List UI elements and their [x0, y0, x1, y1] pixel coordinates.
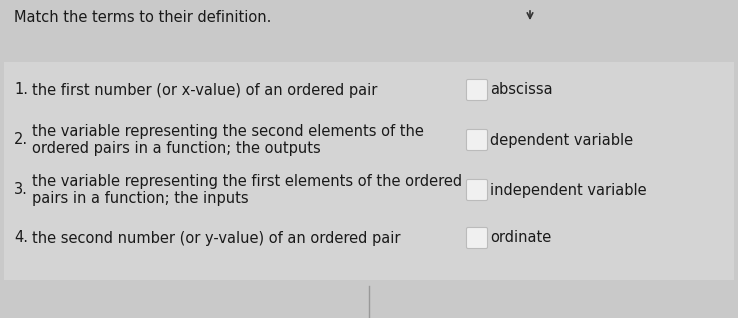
Text: 3.: 3.: [14, 183, 28, 197]
Text: dependent variable: dependent variable: [490, 133, 633, 148]
FancyBboxPatch shape: [466, 227, 488, 248]
Text: pairs in a function; the inputs: pairs in a function; the inputs: [32, 191, 249, 206]
Text: the first number (or x-value) of an ordered pair: the first number (or x-value) of an orde…: [32, 82, 377, 98]
FancyBboxPatch shape: [466, 179, 488, 201]
FancyBboxPatch shape: [4, 62, 734, 280]
FancyBboxPatch shape: [466, 129, 488, 150]
Text: ordinate: ordinate: [490, 231, 551, 245]
Text: ordered pairs in a function; the outputs: ordered pairs in a function; the outputs: [32, 141, 321, 156]
Text: Match the terms to their definition.: Match the terms to their definition.: [14, 10, 272, 25]
Text: the second number (or y-value) of an ordered pair: the second number (or y-value) of an ord…: [32, 231, 401, 245]
Text: independent variable: independent variable: [490, 183, 646, 197]
Text: the variable representing the first elements of the ordered: the variable representing the first elem…: [32, 174, 462, 189]
Text: abscissa: abscissa: [490, 82, 553, 98]
FancyBboxPatch shape: [466, 80, 488, 100]
Text: the variable representing the second elements of the: the variable representing the second ele…: [32, 124, 424, 139]
Text: 2.: 2.: [14, 133, 28, 148]
Text: 4.: 4.: [14, 231, 28, 245]
Text: 1.: 1.: [14, 82, 28, 98]
